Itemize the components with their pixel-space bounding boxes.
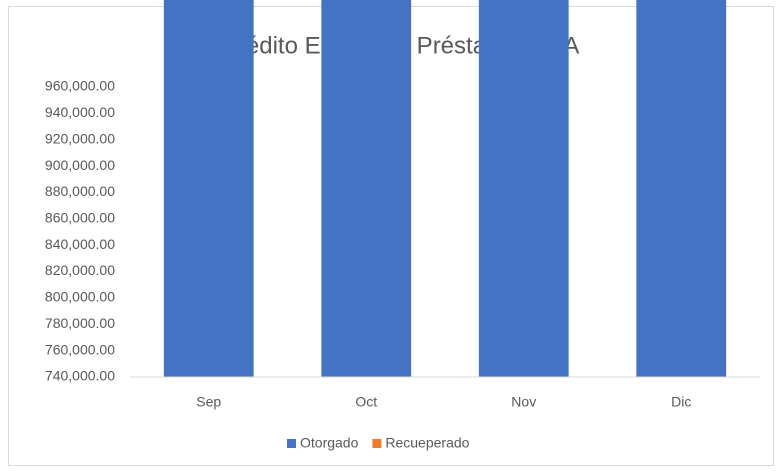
x-tick-label: Dic bbox=[671, 394, 691, 410]
y-tick-label: 760,000.00 bbox=[45, 341, 115, 357]
y-tick-label: 960,000.00 bbox=[45, 78, 115, 94]
legend-swatch bbox=[372, 439, 382, 448]
bar bbox=[478, 0, 569, 377]
y-tick-label: 920,000.00 bbox=[45, 130, 115, 146]
bar bbox=[321, 0, 412, 377]
y-tick-label: 880,000.00 bbox=[45, 183, 115, 199]
y-tick-label: 800,000.00 bbox=[45, 289, 115, 305]
legend-swatch bbox=[287, 439, 296, 448]
y-tick-label: 840,000.00 bbox=[45, 236, 115, 252]
y-tick-label: 860,000.00 bbox=[45, 210, 115, 226]
bar bbox=[636, 0, 727, 377]
y-tick-label: 780,000.00 bbox=[45, 315, 115, 331]
y-tick-label: 940,000.00 bbox=[45, 104, 115, 120]
x-tick-label: Sep bbox=[196, 394, 221, 410]
y-tick-label: 820,000.00 bbox=[45, 262, 115, 278]
y-tick-label: 740,000.00 bbox=[45, 368, 115, 384]
bar bbox=[163, 0, 254, 377]
y-tick-label: 900,000.00 bbox=[45, 157, 115, 173]
legend-label: Recueperado bbox=[385, 435, 469, 451]
x-tick-label: Oct bbox=[355, 394, 377, 410]
legend-label: Otorgado bbox=[300, 435, 359, 451]
x-tick-label: Nov bbox=[511, 394, 536, 410]
